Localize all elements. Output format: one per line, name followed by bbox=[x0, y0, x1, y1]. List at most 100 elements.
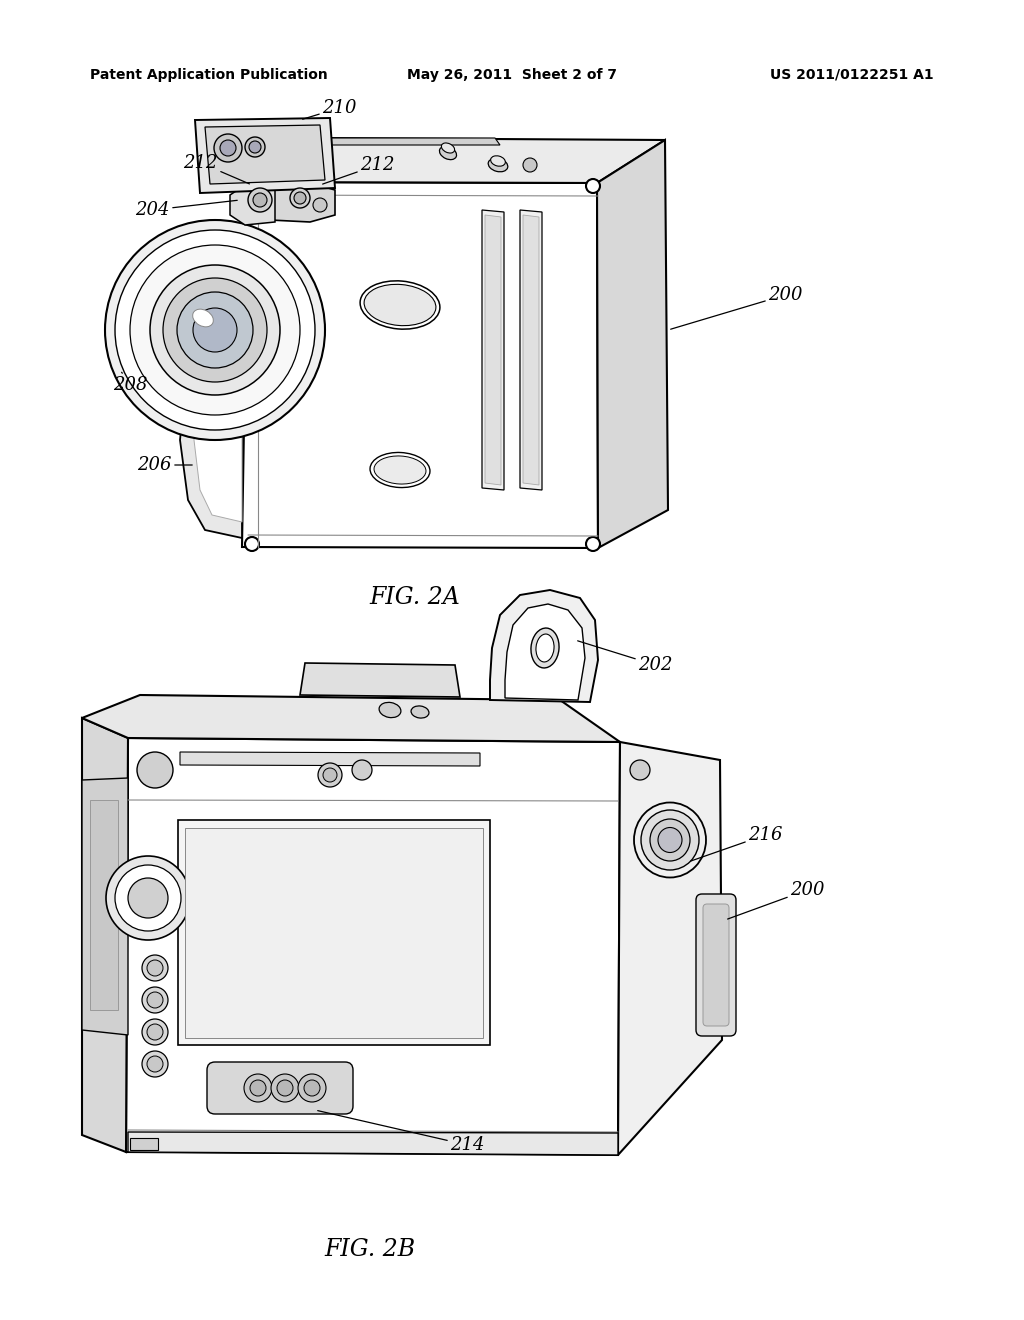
Circle shape bbox=[523, 158, 537, 172]
Polygon shape bbox=[195, 117, 335, 193]
Ellipse shape bbox=[439, 147, 457, 160]
Circle shape bbox=[147, 993, 163, 1008]
Polygon shape bbox=[520, 210, 542, 490]
Circle shape bbox=[250, 1080, 266, 1096]
Circle shape bbox=[294, 191, 306, 205]
Polygon shape bbox=[490, 590, 598, 702]
Circle shape bbox=[147, 1056, 163, 1072]
Polygon shape bbox=[82, 777, 128, 1035]
Circle shape bbox=[245, 180, 259, 193]
Polygon shape bbox=[90, 800, 118, 1010]
Circle shape bbox=[298, 1074, 326, 1102]
Polygon shape bbox=[82, 696, 620, 742]
Circle shape bbox=[128, 878, 168, 917]
Text: FIG. 2B: FIG. 2B bbox=[325, 1238, 416, 1262]
FancyBboxPatch shape bbox=[696, 894, 736, 1036]
Circle shape bbox=[177, 292, 253, 368]
Circle shape bbox=[304, 1080, 319, 1096]
Ellipse shape bbox=[193, 309, 213, 327]
Circle shape bbox=[214, 135, 242, 162]
Polygon shape bbox=[270, 183, 335, 222]
Ellipse shape bbox=[441, 143, 455, 153]
Polygon shape bbox=[130, 1138, 158, 1150]
Circle shape bbox=[163, 279, 267, 381]
Polygon shape bbox=[482, 210, 504, 490]
FancyBboxPatch shape bbox=[703, 904, 729, 1026]
Ellipse shape bbox=[536, 634, 554, 661]
Circle shape bbox=[244, 1074, 272, 1102]
Polygon shape bbox=[215, 1071, 345, 1106]
Circle shape bbox=[142, 1051, 168, 1077]
Circle shape bbox=[220, 140, 236, 156]
Ellipse shape bbox=[411, 706, 429, 718]
Circle shape bbox=[352, 760, 372, 780]
Ellipse shape bbox=[365, 284, 436, 326]
Circle shape bbox=[147, 1024, 163, 1040]
Ellipse shape bbox=[658, 828, 682, 853]
FancyBboxPatch shape bbox=[207, 1063, 353, 1114]
Circle shape bbox=[253, 193, 267, 207]
Polygon shape bbox=[194, 387, 242, 521]
Polygon shape bbox=[128, 1133, 618, 1155]
Circle shape bbox=[323, 768, 337, 781]
Circle shape bbox=[142, 987, 168, 1012]
Circle shape bbox=[137, 752, 173, 788]
Ellipse shape bbox=[490, 156, 506, 166]
Ellipse shape bbox=[374, 455, 426, 484]
Circle shape bbox=[630, 760, 650, 780]
Circle shape bbox=[249, 141, 261, 153]
Circle shape bbox=[248, 187, 272, 213]
Circle shape bbox=[586, 537, 600, 550]
Text: 202: 202 bbox=[578, 640, 673, 675]
Circle shape bbox=[271, 1074, 299, 1102]
Text: 208: 208 bbox=[114, 372, 148, 393]
Text: 212: 212 bbox=[323, 156, 394, 183]
Text: Patent Application Publication: Patent Application Publication bbox=[90, 69, 328, 82]
Circle shape bbox=[115, 230, 315, 430]
Circle shape bbox=[313, 198, 327, 213]
Polygon shape bbox=[126, 738, 620, 1155]
Polygon shape bbox=[82, 718, 128, 1152]
Circle shape bbox=[142, 954, 168, 981]
Circle shape bbox=[318, 763, 342, 787]
Text: 200: 200 bbox=[728, 880, 824, 919]
Text: 210: 210 bbox=[303, 99, 356, 119]
Circle shape bbox=[105, 220, 325, 440]
Text: 206: 206 bbox=[137, 455, 193, 474]
Text: May 26, 2011  Sheet 2 of 7: May 26, 2011 Sheet 2 of 7 bbox=[407, 69, 617, 82]
Circle shape bbox=[142, 1019, 168, 1045]
Ellipse shape bbox=[634, 803, 706, 878]
Polygon shape bbox=[505, 605, 585, 700]
Polygon shape bbox=[180, 752, 480, 766]
Text: 200: 200 bbox=[671, 286, 803, 329]
Circle shape bbox=[245, 537, 259, 550]
Polygon shape bbox=[230, 183, 275, 224]
Polygon shape bbox=[300, 663, 460, 697]
Circle shape bbox=[150, 265, 280, 395]
Text: 204: 204 bbox=[135, 201, 238, 219]
Circle shape bbox=[193, 308, 237, 352]
Text: US 2011/0122251 A1: US 2011/0122251 A1 bbox=[770, 69, 934, 82]
Circle shape bbox=[115, 865, 181, 931]
Ellipse shape bbox=[531, 628, 559, 668]
Circle shape bbox=[106, 855, 190, 940]
Polygon shape bbox=[205, 125, 325, 183]
Polygon shape bbox=[185, 828, 483, 1038]
Circle shape bbox=[586, 180, 600, 193]
Text: 212: 212 bbox=[183, 154, 250, 183]
Polygon shape bbox=[248, 139, 665, 183]
Polygon shape bbox=[485, 215, 501, 484]
Polygon shape bbox=[319, 139, 500, 145]
Circle shape bbox=[147, 960, 163, 975]
Circle shape bbox=[245, 137, 265, 157]
Ellipse shape bbox=[488, 158, 508, 172]
Polygon shape bbox=[523, 215, 539, 484]
Circle shape bbox=[130, 246, 300, 414]
Text: 216: 216 bbox=[690, 826, 782, 861]
Polygon shape bbox=[242, 182, 598, 548]
Ellipse shape bbox=[641, 810, 699, 870]
Text: FIG. 2A: FIG. 2A bbox=[370, 586, 461, 610]
Polygon shape bbox=[180, 370, 242, 539]
Polygon shape bbox=[178, 820, 490, 1045]
Circle shape bbox=[278, 1080, 293, 1096]
